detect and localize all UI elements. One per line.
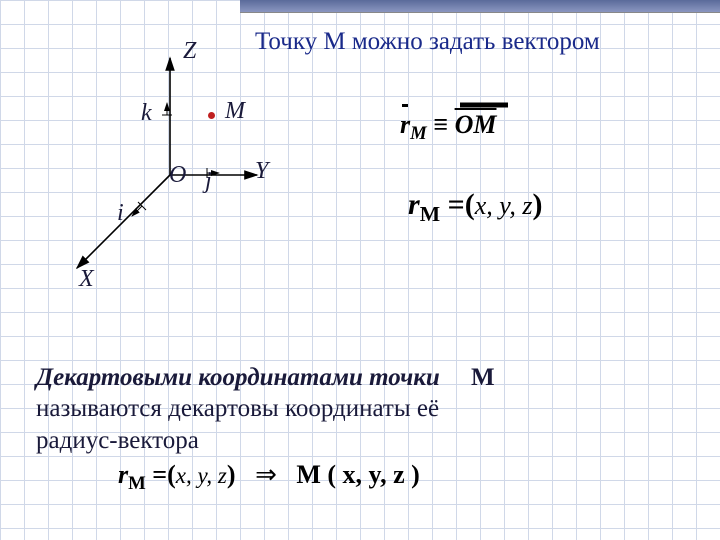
unit-vector-k: k: [141, 100, 152, 127]
top-bar: [240, 0, 720, 13]
formula2-rp: ): [532, 188, 542, 221]
axis-label-Y: Y: [255, 158, 268, 185]
point-M-label: M: [225, 98, 245, 125]
formula2-eq: =: [448, 188, 465, 221]
origin-label: O: [169, 162, 186, 189]
page-title: Точку М можно задать вектором: [255, 28, 600, 56]
formula-rm-eq-xyz: rM =(x, y, z): [408, 188, 542, 227]
definition-line3: радиус-вектора: [36, 427, 199, 454]
formula2-lp: (: [465, 188, 475, 221]
formula3-body: x, y, z: [176, 463, 227, 488]
definition-line2: называются декартовы координаты её: [36, 395, 439, 422]
formula3-result: M ( x, y, z ): [296, 460, 419, 489]
formula3-rp: ): [227, 460, 236, 489]
point-M: [208, 112, 215, 119]
formula-rm-eq-om: rM ≡ OM: [400, 110, 497, 145]
axes-figure: Z Y X k j i O M: [35, 40, 265, 300]
formula2-body: x, y, z: [475, 191, 533, 220]
definition-block: Декартовыми координатами точки М называю…: [36, 362, 696, 456]
unit-vector-j: j: [205, 168, 212, 195]
formula1-vec: OM: [455, 110, 497, 139]
axis-label-X: X: [79, 266, 94, 293]
formula1-sub: M: [410, 123, 427, 144]
definition-M: М: [471, 364, 495, 391]
formula3-r: r: [118, 460, 128, 489]
definition-strong: Декартовыми координатами точки: [36, 364, 440, 391]
formula1-r: r: [400, 110, 410, 139]
formula2-sub: M: [420, 202, 440, 226]
axes-svg: [35, 40, 265, 300]
axis-label-Z: Z: [183, 38, 196, 65]
formula1-overmarks: [400, 96, 550, 112]
formula3-arrow: ⇒: [255, 460, 277, 489]
unit-vector-i: i: [117, 200, 124, 227]
formula-implication: rM =(x, y, z) ⇒ M ( x, y, z ): [118, 460, 420, 495]
formula3-eq: =: [152, 460, 167, 489]
formula2-r: r: [408, 188, 420, 221]
formula3-sub: M: [128, 473, 146, 494]
formula3-lp: (: [167, 460, 176, 489]
formula1-eq: ≡: [433, 110, 448, 139]
